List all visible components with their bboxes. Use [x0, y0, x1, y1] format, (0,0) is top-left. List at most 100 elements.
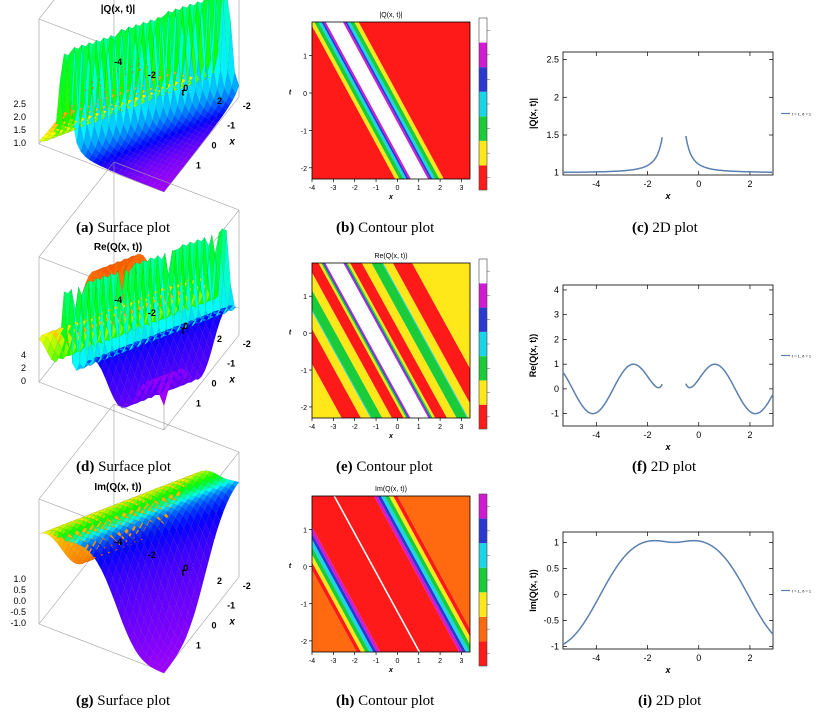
contour-band: [318, 22, 407, 179]
colorbar-segment: [479, 165, 487, 190]
surface-patch: [63, 288, 72, 333]
contour-band: [374, 496, 463, 652]
surface-patch: [166, 486, 175, 494]
surface-patch: [189, 115, 198, 125]
x-tick-label: 1: [417, 185, 421, 192]
surface-patch: [165, 134, 174, 142]
contour-band: [312, 25, 396, 179]
y-axis-label: Re(Q(x, t)): [528, 334, 538, 378]
z-tick-label: 2.0: [13, 112, 26, 122]
plot-frame: [562, 531, 774, 650]
surface-patch: [159, 107, 168, 125]
x-tick-label: -1: [227, 121, 235, 131]
box-edge: [38, 143, 165, 193]
x-tick-label: 0: [696, 653, 701, 663]
contour-band: [324, 263, 411, 418]
y-tick-label: 0: [303, 91, 307, 98]
contour-title: Im(Q(x, t)): [375, 486, 407, 493]
colorbar-segment: [479, 543, 487, 568]
contour-band: [312, 311, 371, 418]
surface-mesh: [38, 0, 240, 192]
surface-patch: [63, 544, 72, 557]
surface-patch: [221, 87, 229, 103]
contour-band: [335, 496, 460, 652]
surface-patch: [132, 596, 141, 621]
x-tick-label: 1: [196, 398, 201, 408]
contour-band: [342, 22, 431, 179]
y-tick-label: 1: [303, 54, 307, 61]
surface-patch: [131, 573, 140, 598]
surface-patch: [121, 403, 130, 409]
surface-patch: [179, 515, 188, 529]
surface-mesh: [38, 470, 240, 674]
colorbar-segment: [479, 67, 487, 92]
x-tick-label: -2: [644, 653, 652, 663]
colorbar-segment: [479, 404, 487, 429]
contour-title: Re(Q(x, t)): [374, 253, 407, 260]
x-tick-label: -2: [352, 185, 358, 192]
t-tick-label: 2: [217, 334, 222, 344]
surface-patch: [97, 554, 105, 571]
surface-patch: [38, 530, 47, 535]
x-tick-label: -1: [227, 601, 235, 611]
surface-patch: [41, 530, 50, 534]
contour-band: [371, 263, 468, 418]
contour-band: [321, 22, 409, 179]
surface-patch: [43, 336, 51, 353]
t-tick-label: -2: [148, 70, 156, 80]
x-tick-label: -4: [309, 185, 315, 192]
surface-patch: [93, 549, 101, 563]
surface-patch: [49, 131, 57, 137]
x-tick-label: 2: [747, 430, 752, 440]
surface-patch: [144, 606, 152, 630]
x-axis-label: x: [388, 667, 394, 674]
plot-frame: [311, 21, 471, 180]
x-tick-label: -3: [330, 185, 336, 192]
surface-patch: [208, 114, 217, 122]
surface-patch: [178, 486, 187, 494]
colorbar-frame: [478, 17, 488, 191]
colorbar-segment: [479, 518, 487, 544]
surface-patch: [152, 350, 160, 373]
y-axis-label: t: [289, 90, 292, 97]
surface-patch: [140, 618, 149, 640]
surface-patch: [159, 348, 168, 372]
plot-frame: [562, 284, 774, 427]
x-tick-label: -4: [592, 430, 600, 440]
surface-patch: [172, 517, 180, 531]
z-tick-label: 0.0: [13, 596, 26, 606]
contour-band: [380, 496, 470, 652]
y-tick-label: 1: [554, 359, 559, 369]
y-tick-label: 2: [554, 92, 559, 102]
surface-patch: [139, 139, 148, 147]
contour-band: [382, 263, 469, 418]
surface-title: Im(Q(x, t)): [94, 482, 141, 493]
colorbar-segment: [479, 641, 487, 666]
plot-frame: [311, 495, 471, 653]
surface-patch: [83, 123, 92, 151]
colorbar-segment: [479, 331, 487, 357]
contour-bands: [312, 22, 470, 179]
line-chart-f: -4 -2 0 2 -1 0 1 2 3 4 x Re(Q(x, t)) t = 1, δ = 1: [528, 284, 812, 452]
surface-patch: [149, 560, 157, 584]
surface-patch: [221, 0, 225, 5]
line-chart-c: -4 -2 0 2 1 1.5 2 2.5 x |Q(x, t)| t = 1, δ = 1: [528, 51, 812, 201]
contour-band: [350, 263, 448, 418]
caption-h: (h) Contour plot: [336, 693, 435, 709]
contour-band: [312, 289, 383, 418]
x-tick-label: -1: [227, 359, 235, 369]
x-tick-label: 0: [212, 621, 217, 631]
y-axis-label: t: [289, 330, 292, 337]
surface-patch: [140, 344, 149, 363]
z-tick-label: 1.5: [13, 125, 26, 135]
surface-patch: [165, 603, 174, 626]
y-tick-label: 0.5: [546, 563, 559, 573]
surface-patch: [166, 106, 175, 123]
x-axis-label: x: [388, 433, 394, 440]
surface-patch: [151, 605, 159, 629]
surface-patch: [38, 334, 47, 345]
t-tick-label: -4: [114, 537, 122, 547]
contour-band: [321, 263, 408, 418]
surface-patch: [92, 157, 101, 165]
